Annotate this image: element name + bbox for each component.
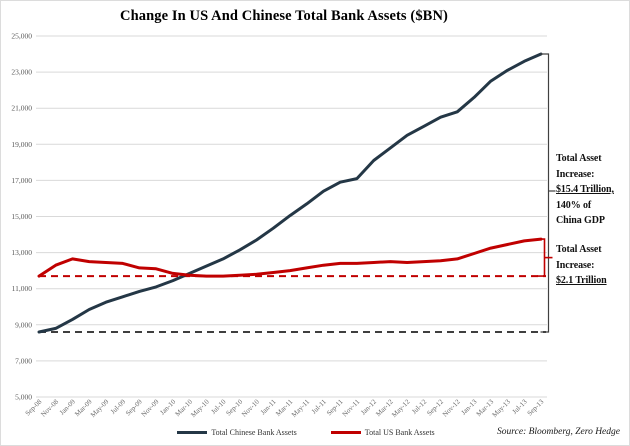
- chart-title: Change In US And Chinese Total Bank Asse…: [120, 8, 448, 24]
- annotation-line: Increase:: [556, 168, 595, 180]
- y-tick-label: 25,000: [11, 32, 32, 41]
- annotation-line: Total Asset: [556, 244, 602, 255]
- annotation-line: 140% of: [556, 199, 592, 211]
- x-tick-label: Nov-12: [441, 397, 462, 418]
- us-bracket: [537, 238, 546, 277]
- annotation-line: Increase:: [556, 259, 595, 271]
- chart-legend: Total Chinese Bank Assets Total US Bank …: [1, 424, 611, 440]
- chinese-series-line: [37, 52, 543, 334]
- annotation-line-underlined: $2.1 Trillion: [556, 275, 607, 286]
- annotation-line: China GDP: [556, 215, 605, 226]
- x-tick-label: Sep-13: [526, 397, 546, 417]
- legend-line-chinese-icon: [177, 430, 208, 434]
- y-tick-label: 9,000: [15, 320, 32, 329]
- y-tick-label: 17,000: [11, 176, 32, 185]
- y-tick-label: 23,000: [11, 68, 32, 77]
- x-tick-label: Nov-09: [140, 397, 161, 418]
- legend-line-us-icon: [330, 430, 361, 434]
- x-tick-label: Nov-08: [39, 397, 60, 418]
- legend-item-us: Total US Bank Assets: [330, 427, 435, 437]
- x-tick-label: May-12: [390, 397, 412, 419]
- china-bracket: [540, 53, 550, 333]
- y-tick-label: 7,000: [15, 356, 32, 365]
- source-credit: Source: Bloomberg, Zero Hedge: [497, 427, 620, 437]
- legend-label-chinese: Total Chinese Bank Assets: [211, 427, 297, 437]
- annotation-line: Total Asset: [556, 153, 602, 164]
- annotation-us-increase: Total Asset Increase: $2.1 Trillion: [556, 242, 629, 289]
- x-tick-label: May-11: [290, 397, 311, 418]
- x-tick-label: May-09: [89, 397, 111, 419]
- annotation-line-underlined: $15.4 Trillion,: [556, 184, 614, 195]
- x-tick-label: May-13: [491, 397, 513, 419]
- y-tick-label: 11,000: [12, 284, 33, 293]
- y-tick-label: 5,000: [15, 393, 32, 402]
- annotation-china-increase: Total Asset Increase: $15.4 Trillion, 14…: [556, 151, 629, 229]
- us-series-line: [37, 237, 543, 278]
- y-tick-label: 15,000: [11, 212, 32, 221]
- y-tick-label: 21,000: [11, 104, 32, 113]
- y-tick-label: 19,000: [11, 140, 32, 149]
- y-tick-label: 13,000: [11, 248, 32, 257]
- x-tick-label: May-10: [189, 397, 211, 419]
- x-tick-label: Nov-11: [341, 397, 362, 418]
- legend-label-us: Total US Bank Assets: [364, 427, 435, 437]
- x-tick-label: Nov-10: [240, 397, 261, 418]
- legend-item-chinese: Total Chinese Bank Assets: [177, 427, 297, 437]
